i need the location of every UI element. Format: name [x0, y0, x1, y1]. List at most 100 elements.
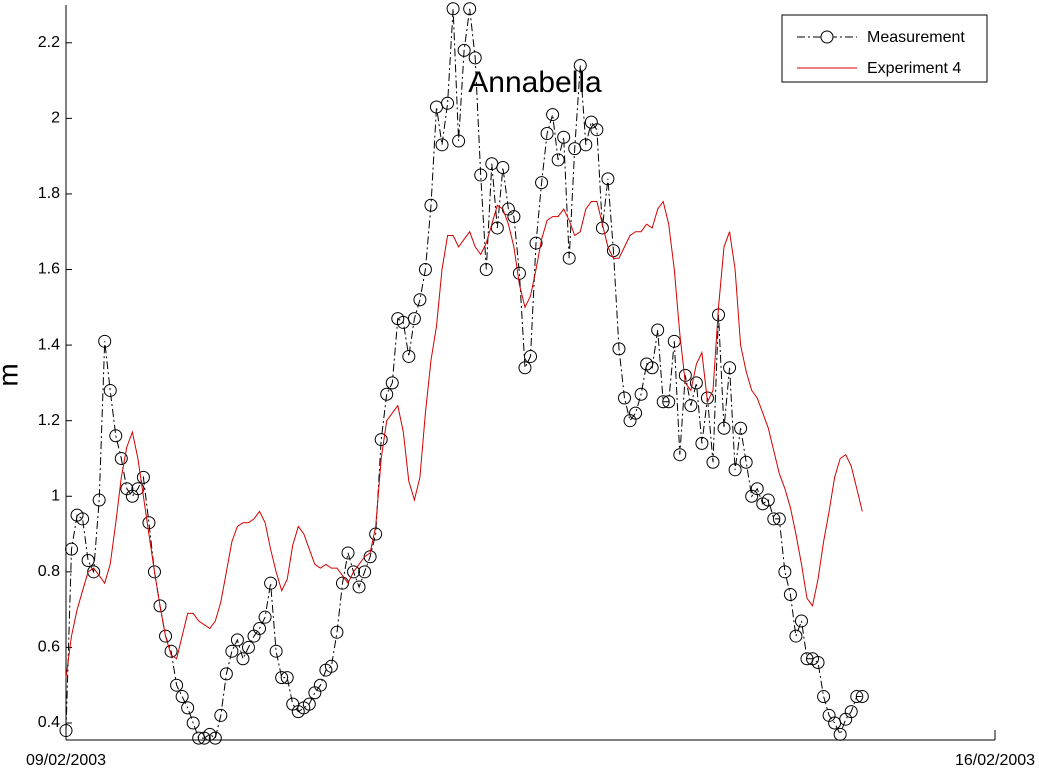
- data-point: [347, 565, 361, 579]
- data-point: [441, 96, 455, 110]
- data-point: [706, 455, 720, 469]
- y-tick-label: 1.4: [38, 336, 60, 353]
- data-point: [413, 293, 427, 307]
- legend-marker: [820, 30, 834, 44]
- data-point: [147, 565, 161, 579]
- data-point: [98, 334, 112, 348]
- data-point: [512, 266, 526, 280]
- data-point: [535, 176, 549, 190]
- data-point: [700, 391, 714, 405]
- data-point: [656, 395, 670, 409]
- legend-label: Experiment 4: [867, 60, 961, 77]
- data-point: [241, 640, 255, 654]
- data-point: [645, 361, 659, 375]
- data-point: [518, 361, 532, 375]
- data-point: [833, 727, 847, 741]
- legend: [781, 14, 988, 83]
- data-point: [341, 546, 355, 560]
- x-tick-label: 16/02/2003: [955, 752, 1035, 769]
- data-point: [562, 251, 576, 265]
- data-point: [374, 433, 388, 447]
- data-point: [131, 482, 145, 496]
- data-point: [684, 399, 698, 413]
- data-point: [855, 690, 869, 704]
- data-point: [114, 451, 128, 465]
- data-point: [474, 168, 488, 182]
- data-point: [595, 221, 609, 235]
- y-tick-label: 1.8: [38, 185, 60, 202]
- data-point: [651, 323, 665, 337]
- data-point: [385, 376, 399, 390]
- data-point: [103, 383, 117, 397]
- data-point: [606, 244, 620, 258]
- data-point: [783, 588, 797, 602]
- y-tick-label: 1.6: [38, 261, 60, 278]
- y-tick-label: 2.2: [38, 34, 60, 51]
- data-point: [850, 690, 864, 704]
- data-point: [723, 361, 737, 375]
- y-tick-label: 0.6: [38, 639, 60, 656]
- data-point: [717, 421, 731, 435]
- data-point: [689, 376, 703, 390]
- data-point: [789, 629, 803, 643]
- data-point: [778, 565, 792, 579]
- data-point: [92, 493, 106, 507]
- data-point: [673, 448, 687, 462]
- data-point: [634, 387, 648, 401]
- data-point: [352, 580, 366, 594]
- data-point: [76, 512, 90, 526]
- data-point: [540, 126, 554, 140]
- data-point: [446, 2, 460, 16]
- data-point: [767, 512, 781, 526]
- legend-label: Measurement: [867, 29, 965, 46]
- data-point: [418, 263, 432, 277]
- data-point: [186, 716, 200, 730]
- data-point: [612, 342, 626, 356]
- data-point: [136, 470, 150, 484]
- data-point: [219, 667, 233, 681]
- data-point: [280, 671, 294, 685]
- data-point: [164, 644, 178, 658]
- data-point: [496, 160, 510, 174]
- data-point: [407, 312, 421, 326]
- data-point: [253, 622, 267, 636]
- data-point: [236, 652, 250, 666]
- data-point: [159, 629, 173, 643]
- data-point: [208, 731, 222, 745]
- data-point: [811, 656, 825, 670]
- y-tick-label: 1.2: [38, 412, 60, 429]
- data-point: [573, 58, 587, 72]
- data-point: [529, 236, 543, 250]
- data-point: [557, 130, 571, 144]
- y-axis-label: m: [0, 363, 23, 386]
- data-point: [225, 644, 239, 658]
- data-point: [81, 554, 95, 568]
- data-point: [662, 395, 676, 409]
- data-point: [170, 678, 184, 692]
- data-point: [794, 614, 808, 628]
- data-point: [330, 625, 344, 639]
- data-point: [142, 516, 156, 530]
- series-line: [65, 200, 863, 678]
- data-point: [761, 493, 775, 507]
- data-point: [435, 138, 449, 152]
- data-point: [109, 429, 123, 443]
- data-point: [230, 633, 244, 647]
- data-point: [524, 349, 537, 363]
- data-point: [457, 43, 471, 57]
- data-point: [424, 198, 438, 212]
- data-point: [380, 387, 394, 401]
- data-point: [275, 671, 289, 685]
- data-point: [507, 210, 521, 224]
- data-point: [214, 708, 228, 722]
- data-point: [468, 51, 482, 65]
- data-point: [479, 263, 493, 277]
- data-point: [551, 153, 565, 167]
- y-tick-label: 2: [51, 110, 60, 127]
- data-point: [772, 512, 786, 526]
- data-point: [601, 172, 615, 186]
- series-line: [65, 8, 863, 739]
- data-point: [579, 138, 593, 152]
- data-point: [313, 678, 327, 692]
